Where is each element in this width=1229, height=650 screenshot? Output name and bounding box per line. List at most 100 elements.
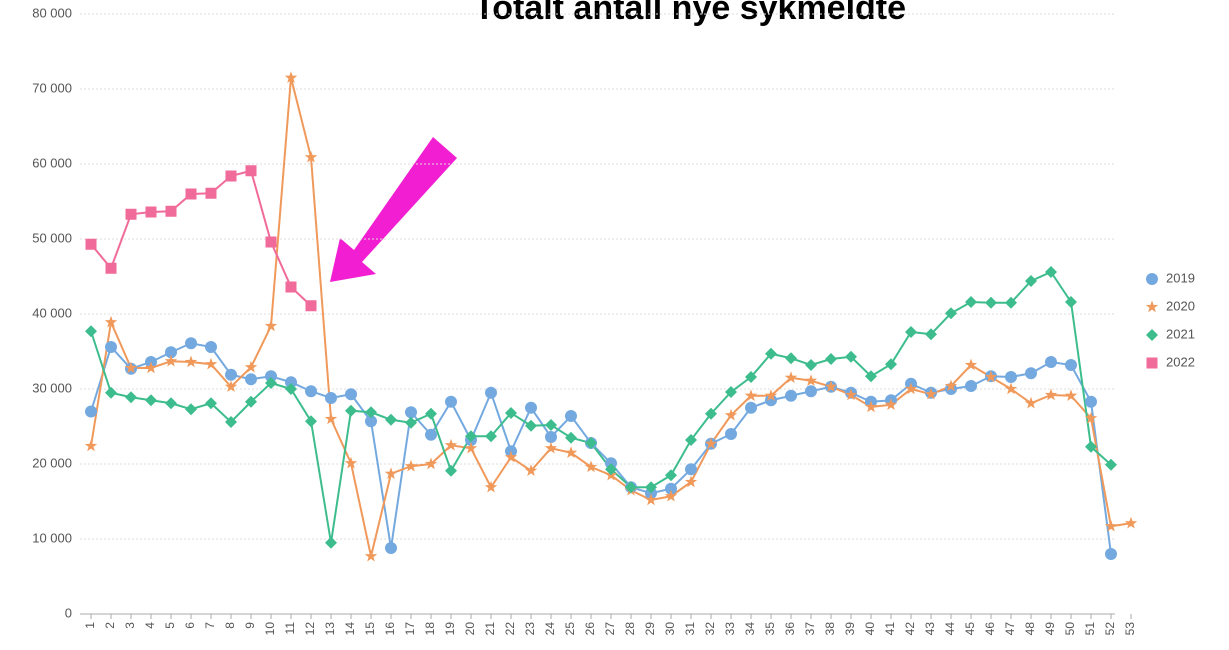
- point: [565, 431, 577, 444]
- point: [105, 262, 117, 274]
- point: [284, 71, 298, 83]
- point: [184, 355, 198, 368]
- point: [804, 374, 818, 386]
- point: [1065, 296, 1077, 308]
- point: [864, 400, 878, 413]
- point: [1025, 367, 1037, 380]
- x-tick-label: 34: [743, 622, 757, 636]
- point: [344, 456, 358, 469]
- x-tick-label: 51: [1083, 622, 1097, 636]
- x-tick-label: 11: [283, 622, 297, 635]
- point: [165, 205, 177, 217]
- y-tick-label: 10 000: [32, 530, 72, 545]
- x-tick-label: 1: [83, 622, 97, 629]
- x-tick-label: 45: [963, 622, 977, 636]
- point: [525, 401, 537, 414]
- point: [205, 397, 217, 410]
- point: [1065, 359, 1077, 371]
- point: [665, 469, 677, 482]
- point: [744, 389, 758, 401]
- point: [724, 408, 738, 421]
- point: [85, 238, 97, 250]
- x-tick-label: 43: [923, 622, 937, 636]
- x-tick-label: 38: [823, 622, 837, 636]
- point: [684, 475, 698, 488]
- point: [285, 376, 297, 389]
- point: [785, 352, 797, 365]
- point: [524, 464, 538, 476]
- point: [485, 386, 497, 399]
- x-tick-label: 23: [523, 622, 537, 636]
- point: [905, 326, 917, 338]
- series-line: [90, 270, 1112, 543]
- point: [185, 337, 197, 350]
- point: [1044, 388, 1058, 401]
- point: [1005, 371, 1017, 383]
- x-tick-label: 48: [1023, 622, 1037, 636]
- point: [244, 360, 258, 373]
- point: [664, 489, 678, 502]
- point: [264, 319, 278, 332]
- legend-label: 2019: [1166, 270, 1195, 285]
- point: [904, 382, 918, 395]
- point: [1064, 389, 1078, 401]
- x-tick-label: 21: [483, 622, 497, 636]
- chart-title: Totalt antall nye sykmeldte: [474, 0, 906, 27]
- point: [685, 434, 697, 446]
- x-tick-label: 52: [1103, 622, 1117, 636]
- x-tick-label: 14: [343, 622, 357, 636]
- y-tick-label: 60 000: [32, 155, 72, 170]
- point: [185, 403, 197, 416]
- point: [365, 406, 377, 419]
- x-tick-label: 44: [943, 622, 957, 636]
- legend-label: 2022: [1166, 354, 1195, 369]
- y-tick-label: 30 000: [32, 380, 72, 395]
- point: [845, 350, 857, 363]
- x-tick-label: 5: [163, 622, 177, 629]
- x-tick-label: 17: [403, 622, 417, 636]
- y-tick-label: 50 000: [32, 230, 72, 245]
- point: [944, 379, 958, 392]
- point: [1045, 356, 1057, 368]
- x-tick-label: 28: [623, 622, 637, 636]
- point: [105, 341, 117, 353]
- point: [925, 328, 937, 341]
- x-tick-label: 30: [663, 622, 677, 636]
- point: [965, 380, 977, 392]
- legend-label: 2020: [1166, 298, 1195, 313]
- x-tick-label: 3: [123, 622, 137, 629]
- x-tick-label: 22: [503, 622, 517, 636]
- x-tick-label: 29: [643, 622, 657, 636]
- x-tick-label: 2: [103, 622, 117, 629]
- x-tick-label: 47: [1003, 622, 1017, 636]
- point: [525, 419, 537, 432]
- point: [144, 361, 158, 374]
- point: [224, 380, 238, 392]
- point: [285, 281, 297, 293]
- legend-marker: [1146, 273, 1158, 285]
- point: [824, 380, 838, 392]
- point: [425, 407, 437, 420]
- x-tick-label: 36: [783, 622, 797, 636]
- legend-marker: [1145, 300, 1159, 313]
- legend-marker: [1146, 329, 1158, 341]
- point: [505, 407, 517, 419]
- point: [325, 536, 337, 549]
- point: [964, 358, 978, 371]
- point: [585, 437, 597, 449]
- point: [945, 307, 957, 320]
- x-tick-label: 42: [903, 622, 917, 636]
- x-tick-label: 16: [383, 622, 397, 636]
- series-line: [90, 169, 312, 307]
- y-tick-label: 70 000: [32, 80, 72, 95]
- point: [405, 416, 417, 429]
- x-tick-label: 41: [883, 622, 897, 636]
- point: [324, 412, 338, 425]
- point: [105, 386, 117, 399]
- point: [784, 371, 798, 383]
- x-tick-label: 7: [203, 622, 217, 629]
- point: [345, 388, 357, 401]
- point: [445, 464, 457, 477]
- x-tick-label: 9: [243, 622, 257, 629]
